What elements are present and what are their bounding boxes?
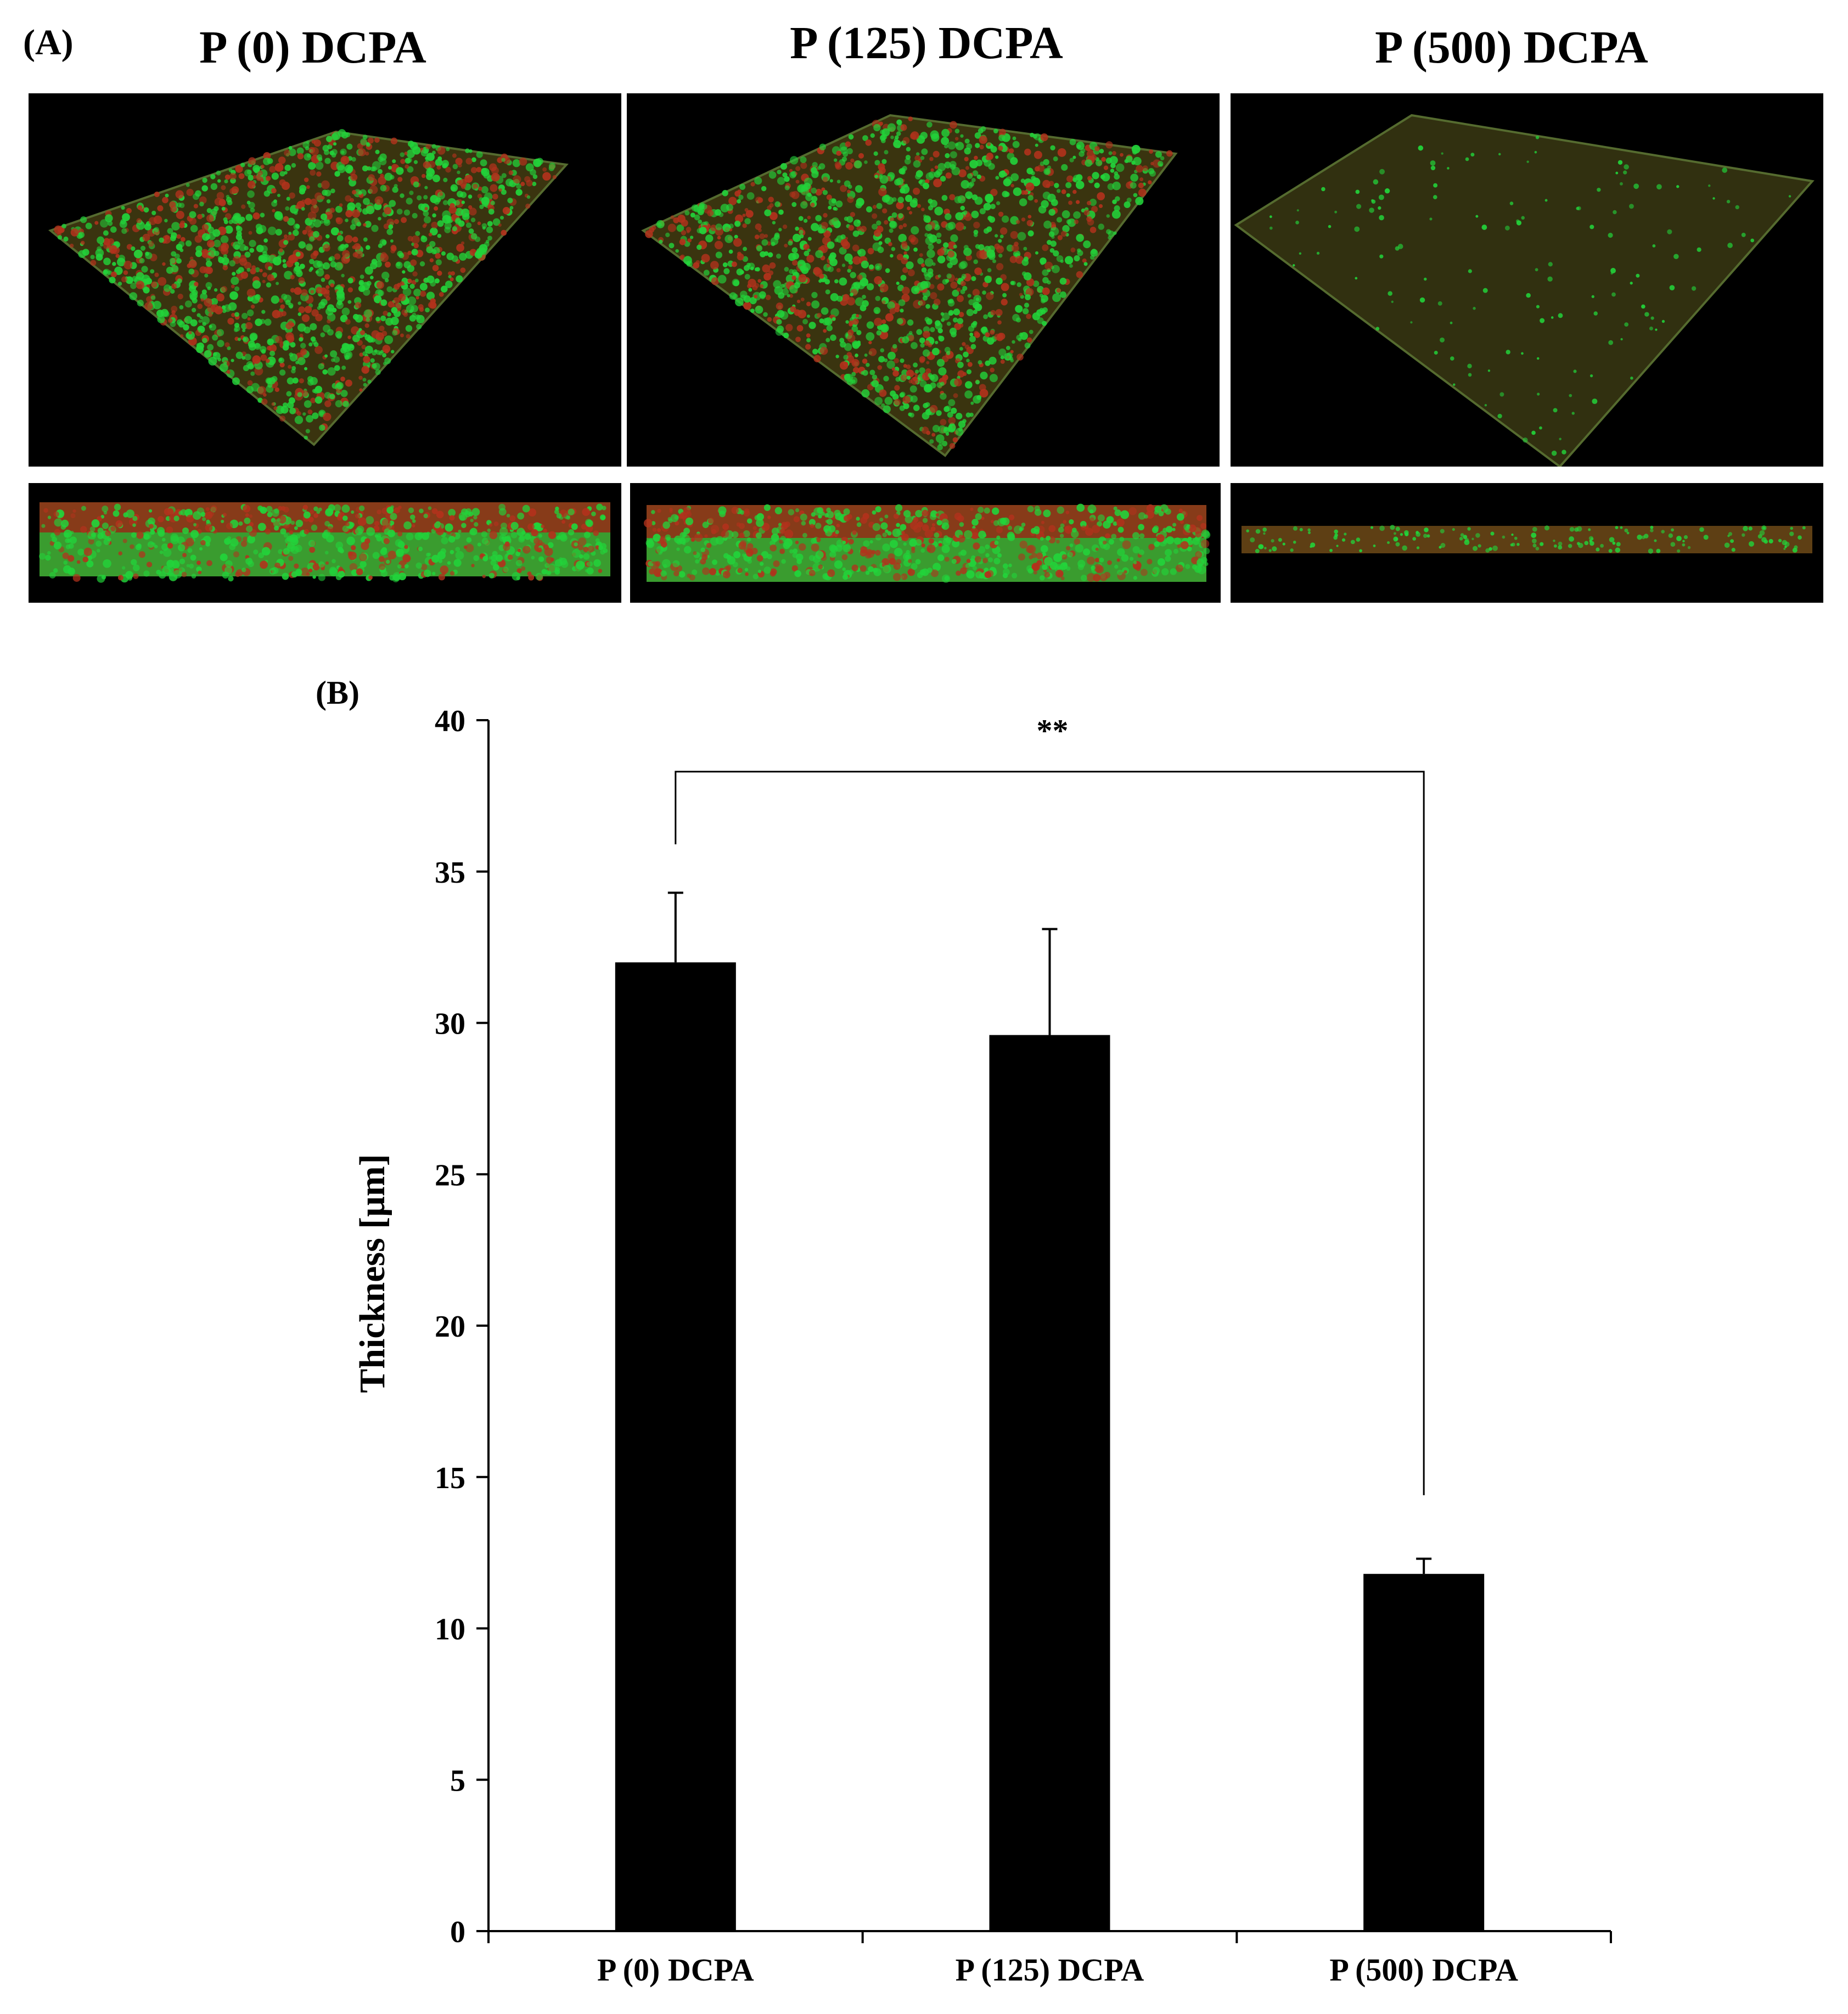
green-cells xyxy=(38,503,608,583)
panel-a-title-0: P (0) DCPA xyxy=(199,22,426,73)
significance-label: ** xyxy=(1037,713,1069,749)
y-axis-label: Thickness [μm] xyxy=(352,1154,392,1393)
y-tick-label: 15 xyxy=(435,1461,465,1495)
green-cells xyxy=(645,116,1173,451)
y-tick-label: 0 xyxy=(450,1915,465,1949)
biofilm-side-image-0 xyxy=(29,483,621,603)
bar xyxy=(615,962,736,1931)
panel-a-label: (A) xyxy=(23,23,74,63)
y-tick-label: 20 xyxy=(435,1310,465,1344)
x-tick-label: P (500) DCPA xyxy=(1329,1952,1518,1988)
significance-bracket xyxy=(675,771,1425,1495)
bar xyxy=(989,1035,1110,1931)
green-cells xyxy=(1246,525,1806,554)
y-tick-label: 10 xyxy=(435,1613,465,1647)
bar xyxy=(1363,1574,1485,1931)
panel-a-title-1: P (125) DCPA xyxy=(790,18,1063,69)
y-tick-label: 30 xyxy=(435,1007,465,1041)
green-cells xyxy=(1269,136,1791,456)
biofilm-3d-image-2 xyxy=(1231,93,1823,467)
green-cells xyxy=(54,129,557,440)
y-tick-label: 35 xyxy=(435,856,465,890)
x-tick-label: P (0) DCPA xyxy=(597,1952,754,1988)
biofilm-3d-image-1 xyxy=(627,93,1220,467)
y-tick-label: 25 xyxy=(435,1158,465,1192)
biofilm-side-image-1 xyxy=(630,483,1221,603)
y-tick-label: 5 xyxy=(450,1764,465,1798)
biofilm-3d-image-0 xyxy=(29,93,621,467)
y-tick-label: 40 xyxy=(435,704,465,738)
panel-b-label: (B) xyxy=(316,675,360,711)
x-tick-label: P (125) DCPA xyxy=(956,1952,1144,1988)
biofilm-side-image-2 xyxy=(1231,483,1823,603)
panel-a-title-2: P (500) DCPA xyxy=(1375,22,1648,73)
green-cells xyxy=(643,503,1211,583)
